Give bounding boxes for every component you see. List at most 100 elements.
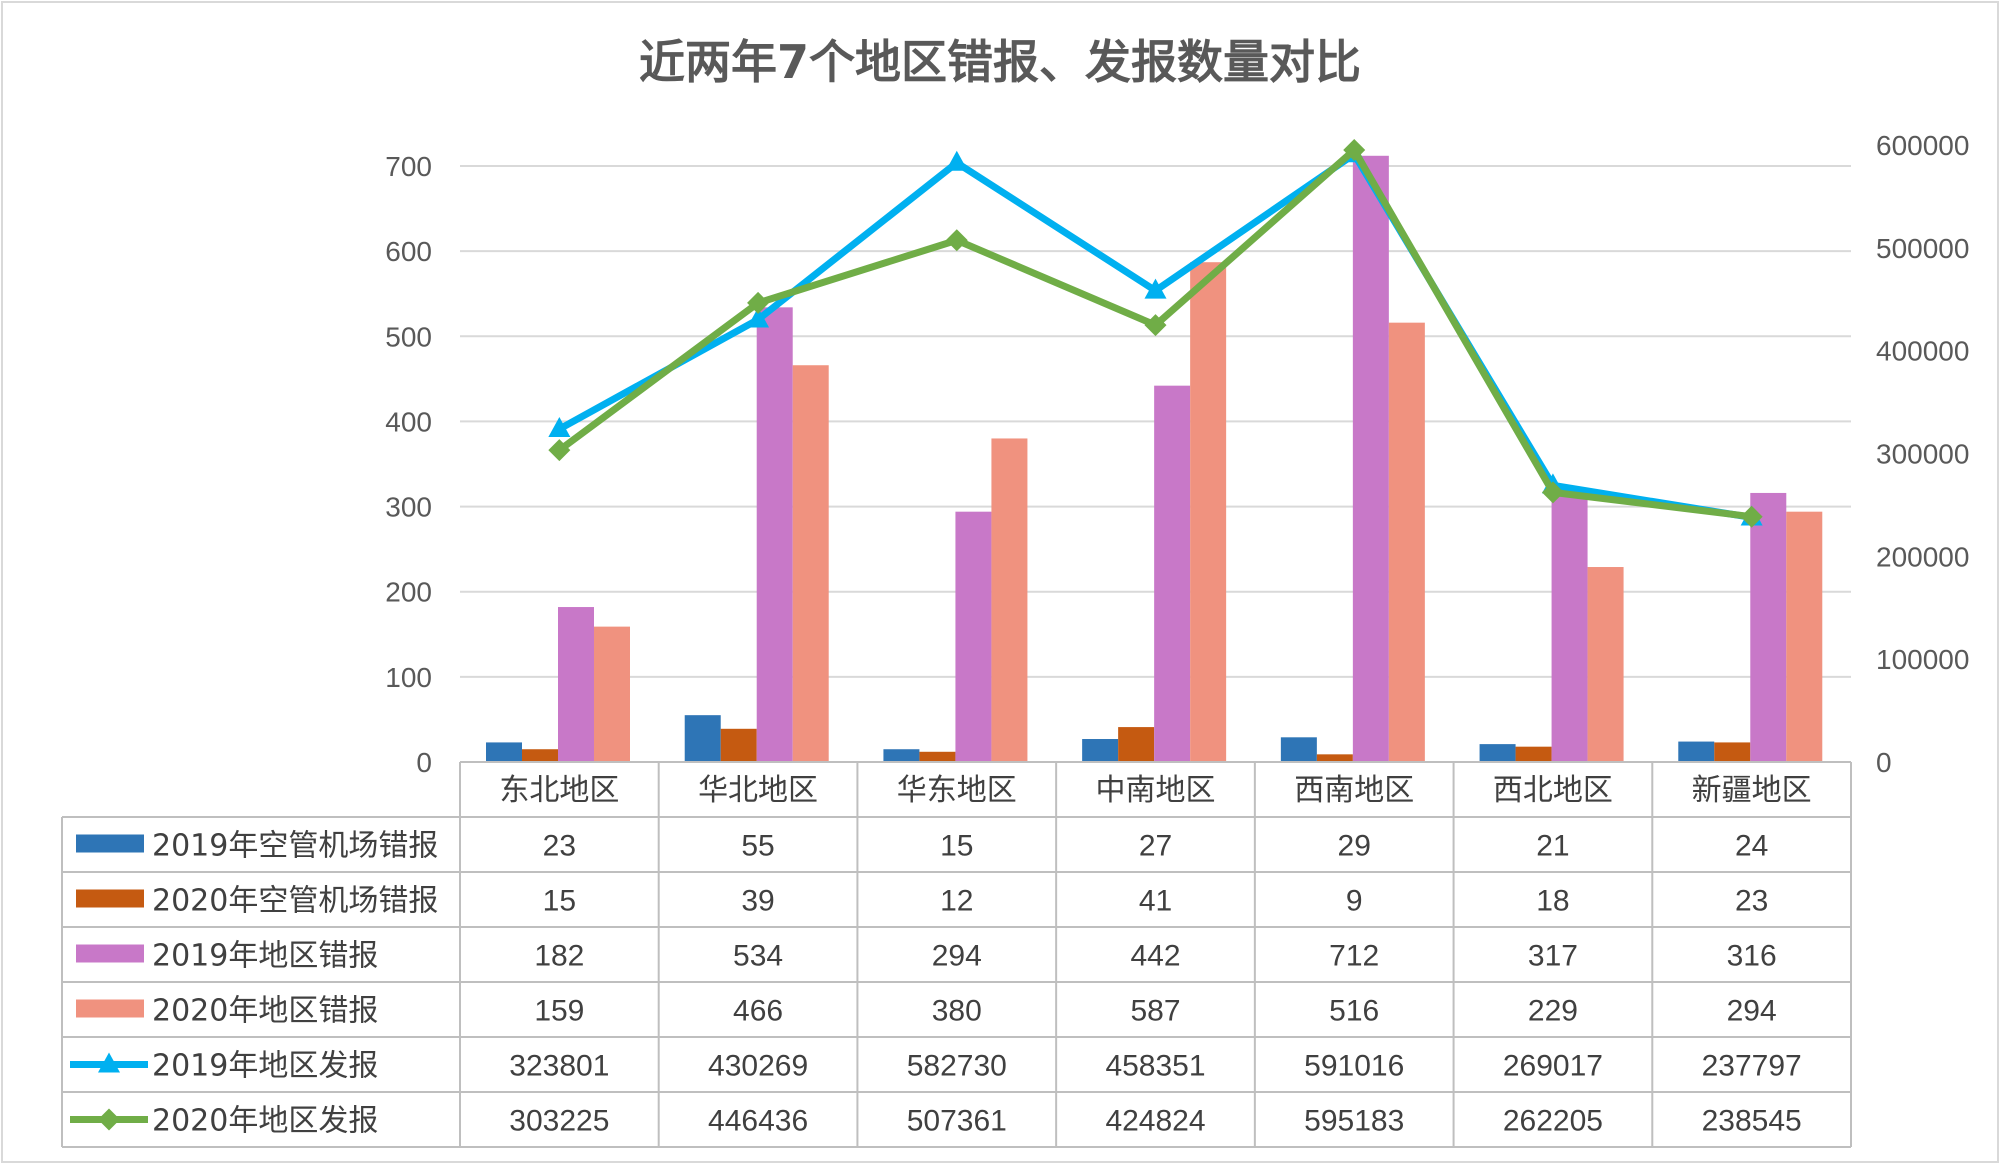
category-label: 华北地区: [698, 773, 818, 808]
table-cell-value: 23: [1735, 885, 1768, 918]
series-name: 2020年空管机场错报: [152, 884, 438, 919]
line-point-diamond: [945, 229, 968, 252]
bar: [1678, 741, 1715, 762]
left-tick-label: 500: [385, 321, 432, 352]
table-cell-value: 237797: [1702, 1050, 1802, 1083]
table-cell-value: 303225: [509, 1105, 609, 1138]
table-cell-value: 159: [534, 995, 584, 1028]
chart-title: 近两年7个地区错报、发报数量对比: [639, 35, 1361, 89]
series-name: 2019年地区发报: [152, 1049, 378, 1084]
series-name: 2019年空管机场错报: [152, 829, 438, 864]
right-tick-label: 600000: [1876, 130, 1969, 161]
bar: [756, 307, 793, 762]
table-cell-value: 591016: [1304, 1050, 1404, 1083]
line-point-triangle: [548, 417, 571, 438]
bar: [1316, 754, 1353, 762]
table-cell-value: 458351: [1105, 1050, 1205, 1083]
table-cell-value: 182: [534, 940, 584, 973]
category-label: 东北地区: [499, 773, 619, 808]
table-cell-value: 24: [1735, 830, 1768, 863]
legend-key-marker: [98, 1052, 120, 1073]
bar: [1750, 492, 1787, 762]
bar: [720, 728, 757, 762]
bar: [1190, 262, 1227, 762]
bar: [1515, 746, 1552, 762]
right-tick-label: 300000: [1876, 439, 1969, 470]
category-label: 华东地区: [897, 773, 1017, 808]
bar: [1786, 511, 1823, 762]
table-cell-value: 317: [1528, 940, 1578, 973]
series-name: 2020年地区错报: [152, 994, 378, 1029]
bar: [1280, 737, 1317, 762]
table-cell-value: 424824: [1105, 1105, 1205, 1138]
line-point-triangle: [747, 307, 770, 328]
bar: [594, 626, 630, 762]
bar: [1082, 739, 1119, 762]
table-cell-value: 380: [932, 995, 982, 1028]
table-cell-value: 582730: [907, 1050, 1007, 1083]
bar: [1714, 742, 1751, 762]
left-tick-label: 200: [385, 577, 432, 608]
table-cell-value: 595183: [1304, 1105, 1404, 1138]
table-cell-value: 323801: [509, 1050, 609, 1083]
right-tick-label: 100000: [1876, 644, 1969, 675]
table-cell-value: 15: [543, 885, 576, 918]
table-cell-value: 316: [1727, 940, 1777, 973]
bar-series: [486, 155, 1823, 763]
bar: [919, 751, 956, 762]
table-cell-value: 27: [1139, 830, 1172, 863]
left-tick-label: 700: [385, 151, 432, 182]
bar: [684, 715, 721, 762]
left-tick-label: 600: [385, 236, 432, 267]
series-name: 2020年地区发报: [152, 1104, 378, 1139]
table-cell-value: 507361: [907, 1105, 1007, 1138]
bar: [792, 365, 829, 762]
table-cell-value: 23: [543, 830, 576, 863]
table-cell-value: 9: [1346, 885, 1363, 918]
table-cell-value: 229: [1528, 995, 1578, 1028]
table-cell-value: 516: [1329, 995, 1379, 1028]
table-cell-value: 294: [932, 940, 982, 973]
table-cell-value: 442: [1130, 940, 1180, 973]
line-point-diamond: [1541, 481, 1564, 504]
table-cell-value: 430269: [708, 1050, 808, 1083]
left-axis-ticks: 0 100 200 300 400 500 600 700: [385, 151, 432, 778]
bar: [955, 511, 992, 762]
bar: [1587, 567, 1624, 762]
category-label: 西南地区: [1294, 773, 1414, 808]
table-cell-value: 238545: [1702, 1105, 1802, 1138]
table-cell-value: 41: [1139, 885, 1172, 918]
series-name: 2019年地区错报: [152, 939, 378, 974]
bar: [1479, 744, 1516, 762]
legend-key: [76, 889, 144, 908]
table-cell-value: 269017: [1503, 1050, 1603, 1083]
right-tick-label: 400000: [1876, 336, 1969, 367]
right-tick-label: 500000: [1876, 233, 1969, 264]
table-cell-value: 534: [733, 940, 783, 973]
bar: [1388, 322, 1425, 762]
left-tick-label: 100: [385, 662, 432, 693]
category-label: 中南地区: [1096, 773, 1216, 808]
legend-key: [76, 999, 144, 1018]
table-cell-value: 262205: [1503, 1105, 1603, 1138]
left-tick-label: 0: [416, 747, 432, 778]
left-tick-label: 300: [385, 492, 432, 523]
table-cell-value: 39: [741, 885, 774, 918]
table-cell-value: 21: [1536, 830, 1569, 863]
bar: [1551, 492, 1588, 762]
category-label: 新疆地区: [1692, 773, 1812, 808]
right-axis-ticks: 0 100000 200000 300000 400000 500000 600000: [1876, 130, 1969, 778]
data-table: 东北地区 华北地区 华东地区 中南地区 西南地区 西北地区 新疆地区 2019年空管机场错报 2…: [61, 761, 1852, 1148]
table-cell-value: 466: [733, 995, 783, 1028]
table-cell-value: 29: [1338, 830, 1371, 863]
line-point-diamond: [747, 291, 770, 314]
table-cell-value: 55: [741, 830, 774, 863]
table-cell-value: 15: [940, 830, 973, 863]
table-cell-value: 294: [1727, 995, 1777, 1028]
line-point-diamond: [1740, 505, 1763, 528]
bar: [522, 749, 558, 762]
bar: [1154, 385, 1191, 762]
table-cell-value: 587: [1130, 995, 1180, 1028]
table-cell-value: 712: [1329, 940, 1379, 973]
